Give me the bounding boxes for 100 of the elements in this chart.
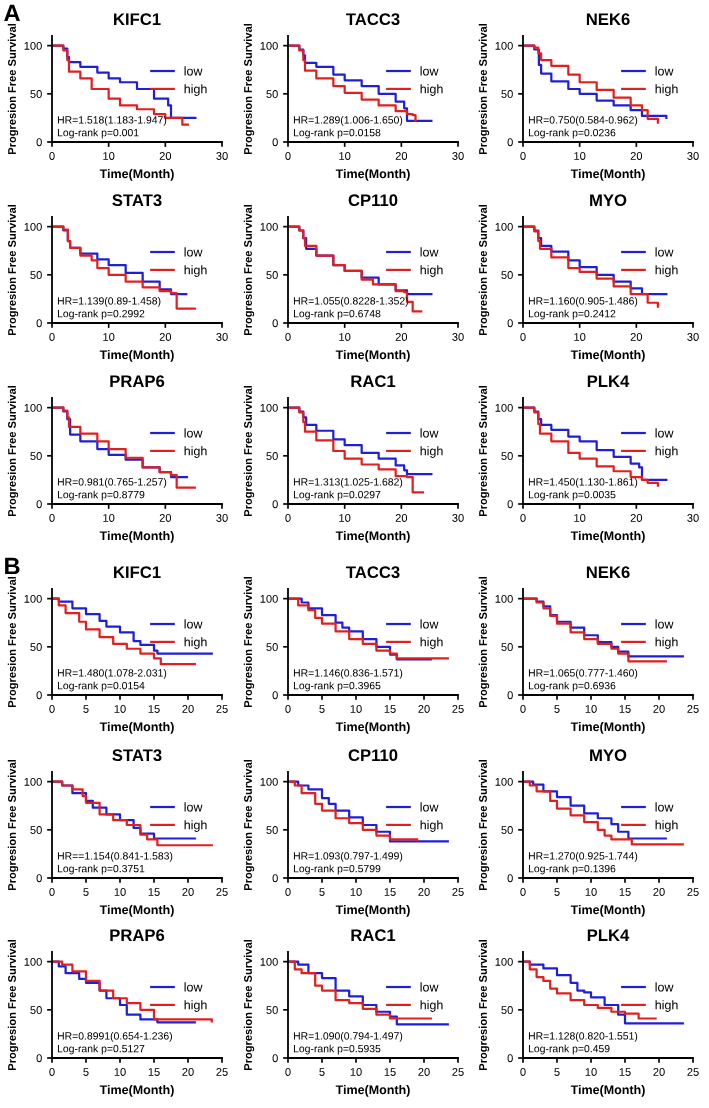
annotation: Log-rank p=0.6748 [293, 309, 381, 320]
x-axis-title: Time(Month) [570, 169, 645, 181]
x-axis-title: Time(Month) [99, 350, 174, 362]
x-tick-label: 10 [350, 705, 362, 713]
legend-label: high [420, 84, 443, 96]
x-tick-label: 20 [182, 1068, 194, 1076]
y-tick-label: 0 [507, 1054, 513, 1063]
y-axis-title: Progresion Free Survival [7, 24, 19, 155]
chart-title: PLK4 [587, 929, 630, 941]
x-tick-label: 10 [103, 333, 115, 341]
y-axis-title: Progresion Free Survival [478, 24, 490, 155]
annotation: HR=1.270(0.925-1.744) [528, 851, 638, 862]
y-tick-label: 100 [260, 777, 278, 786]
annotation: Log-rank p=0.3751 [57, 864, 145, 875]
legend-label: low [420, 428, 439, 438]
annotation: HR=1.128(0.820-1.551) [528, 1031, 638, 1042]
x-tick-label: 5 [319, 1068, 325, 1076]
y-tick-label: 100 [495, 403, 513, 412]
annotation: HR=1.518(1.183-1.947) [57, 115, 167, 126]
legend-label: low [184, 66, 203, 76]
y-tick-label: 50 [30, 643, 42, 651]
x-tick-label: 10 [339, 514, 351, 522]
y-axis-title: Progresion Free Survival [7, 577, 19, 708]
legend-label: high [655, 446, 678, 458]
y-tick-label: 50 [501, 1006, 513, 1014]
y-axis-title: Progresion Free Survival [478, 760, 490, 891]
y-axis-title: Progresion Free Survival [478, 577, 490, 708]
y-tick-label: 100 [495, 594, 513, 603]
x-tick-label: 30 [216, 333, 228, 341]
x-tick-label: 10 [103, 152, 115, 160]
legend-label: low [655, 982, 674, 992]
x-axis-title: Time(Month) [99, 1085, 174, 1097]
y-tick-label: 50 [266, 643, 278, 651]
y-tick-label: 50 [501, 826, 513, 834]
chart-title: STAT3 [112, 749, 162, 762]
x-tick-label: 30 [452, 333, 464, 341]
x-tick-label: 5 [83, 888, 89, 896]
x-tick-label: 0 [520, 514, 526, 522]
y-axis-title: Progresion Free Survival [243, 205, 255, 336]
y-tick-label: 100 [260, 594, 278, 603]
y-tick-label: 50 [266, 90, 278, 98]
x-tick-label: 25 [216, 1068, 228, 1076]
x-axis-title: Time(Month) [335, 722, 410, 734]
chart-title: STAT3 [112, 194, 162, 207]
annotation: HR=1.289(1.006-1.650) [293, 115, 403, 126]
legend-label: low [420, 802, 439, 812]
x-tick-label: 10 [350, 1068, 362, 1076]
text: A [4, 4, 20, 22]
x-tick-label: 30 [687, 514, 699, 522]
y-tick-label: 0 [507, 319, 513, 328]
y-tick-label: 100 [260, 957, 278, 966]
x-tick-label: 10 [339, 152, 351, 160]
y-axis-title: Progresion Free Survival [7, 386, 19, 517]
x-tick-label: 30 [216, 152, 228, 160]
chart-title: RAC1 [351, 929, 396, 942]
y-tick-label: 0 [272, 874, 278, 883]
x-tick-label: 5 [83, 705, 89, 713]
y-tick-label: 100 [24, 594, 42, 603]
x-tick-label: 25 [452, 888, 464, 896]
x-tick-label: 10 [103, 514, 115, 522]
x-tick-label: 20 [653, 1068, 665, 1076]
legend-label: high [655, 84, 678, 96]
x-tick-label: 10 [574, 152, 586, 160]
x-tick-label: 20 [418, 888, 430, 896]
x-tick-label: 15 [384, 705, 396, 713]
y-tick-label: 100 [24, 222, 42, 231]
x-tick-label: 25 [687, 888, 699, 896]
x-tick-label: 0 [520, 705, 526, 713]
legend-label: low [655, 66, 674, 76]
x-axis-title: Time(Month) [99, 905, 174, 917]
annotation: Log-rank p=0.0236 [528, 128, 616, 139]
x-tick-label: 0 [520, 152, 526, 160]
annotation: HR=1.313(1.025-1.682) [293, 477, 403, 488]
x-tick-label: 20 [630, 333, 643, 341]
legend-label: low [184, 619, 203, 629]
annotation: Log-rank p=0.2412 [528, 309, 616, 320]
y-tick-label: 0 [272, 691, 278, 700]
y-tick-label: 100 [495, 222, 513, 231]
annotation: Log-rank p=0.2992 [57, 309, 145, 320]
x-tick-label: 10 [574, 514, 586, 522]
x-tick-label: 10 [339, 333, 351, 341]
legend-label: low [184, 982, 203, 992]
y-tick-label: 100 [260, 41, 278, 50]
y-tick-label: 50 [30, 1006, 42, 1014]
annotation: Log-rank p=0.0035 [528, 490, 616, 501]
x-tick-label: 20 [159, 514, 172, 522]
chart-title: PRAP6 [110, 929, 165, 942]
chart-title: CP110 [348, 194, 398, 207]
annotation: HR=0.8991(0.654-1.236) [57, 1031, 172, 1042]
chart-title: RAC1 [351, 375, 396, 388]
x-tick-label: 25 [687, 705, 699, 713]
x-tick-label: 20 [395, 333, 408, 341]
x-tick-label: 10 [574, 333, 586, 341]
legend-label: low [655, 619, 674, 629]
y-tick-label: 0 [36, 500, 42, 509]
x-tick-label: 20 [630, 152, 643, 160]
legend-label: high [184, 446, 207, 458]
x-tick-label: 25 [687, 1068, 699, 1076]
x-tick-label: 10 [114, 705, 126, 713]
x-tick-label: 0 [520, 333, 526, 341]
